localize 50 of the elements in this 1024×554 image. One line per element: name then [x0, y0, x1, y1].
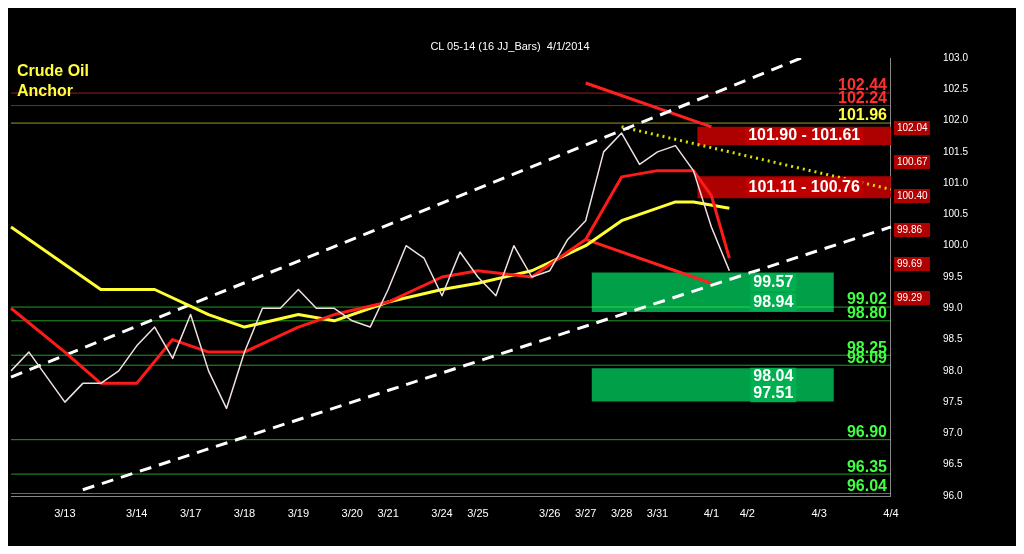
y-tick-label: 97.0: [942, 427, 963, 439]
x-tick-label: 3/14: [126, 506, 148, 519]
chart-title: CL 05-14 (16 JJ_Bars) 4/1/2014: [430, 40, 590, 53]
x-tick-label: 3/17: [179, 506, 202, 519]
annotation: Crude Oil: [17, 62, 90, 80]
text: 99.86: [896, 223, 923, 235]
annotation: Anchor: [17, 82, 73, 100]
ref-line-label: 98.80: [846, 304, 888, 322]
ref-line-label: 96.90: [846, 423, 888, 441]
x-tick-label: 4/3: [811, 506, 827, 519]
y-tick-label: 102.0: [942, 114, 969, 126]
text: 100.67: [896, 155, 928, 167]
y-tick-label: 98.0: [942, 364, 963, 376]
y-tick-label: 100.0: [942, 239, 969, 251]
x-tick-label: 3/13: [54, 506, 76, 519]
x-tick-label: 3/21: [377, 506, 399, 519]
x-tick-label: 3/25: [467, 506, 489, 519]
x-tick-label: 3/20: [341, 506, 363, 519]
band-label: 99.57 98.94: [753, 272, 794, 310]
band-label: 101.11 - 100.76: [748, 177, 860, 195]
y-tick-label: 97.5: [942, 395, 963, 407]
x-tick-label: 3/27: [574, 506, 597, 519]
x-tick-label: 3/26: [539, 506, 561, 519]
y-tick-label: 99.0: [942, 302, 963, 314]
x-tick-label: 3/24: [431, 506, 453, 519]
x-tick-label: 3/18: [233, 506, 256, 519]
y-tick-label: 103.0: [942, 51, 969, 63]
band-label: 101.90 - 101.61: [748, 126, 861, 144]
text: 99.69: [896, 257, 923, 269]
y-tick-label: 100.5: [942, 208, 969, 220]
y-tick-label: 101.0: [942, 176, 969, 188]
y-tick-label: 96.5: [942, 458, 963, 470]
x-tick-label: 4/1: [703, 506, 720, 519]
y-tick-label: 99.5: [942, 270, 963, 282]
ref-line-label: 96.35: [846, 457, 888, 475]
band-label: 98.04 97.51: [753, 367, 794, 401]
y-tick-label: 102.5: [942, 83, 969, 95]
x-tick-label: 3/28: [610, 506, 633, 519]
x-tick-label: 3/31: [646, 506, 669, 519]
x-tick-label: 4/2: [739, 506, 755, 519]
x-tick-label: 4/4: [883, 506, 899, 519]
ref-line-label: 101.96: [838, 106, 888, 124]
text: 102.04: [896, 121, 928, 133]
text: 99.29: [896, 291, 923, 303]
x-tick-label: 3/19: [287, 506, 310, 519]
y-tick-label: 98.5: [942, 333, 963, 345]
ref-line-label: 96.04: [846, 476, 888, 494]
y-tick-label: 96.0: [942, 489, 963, 501]
text: 100.40: [896, 189, 928, 201]
y-tick-label: 101.5: [942, 145, 969, 157]
